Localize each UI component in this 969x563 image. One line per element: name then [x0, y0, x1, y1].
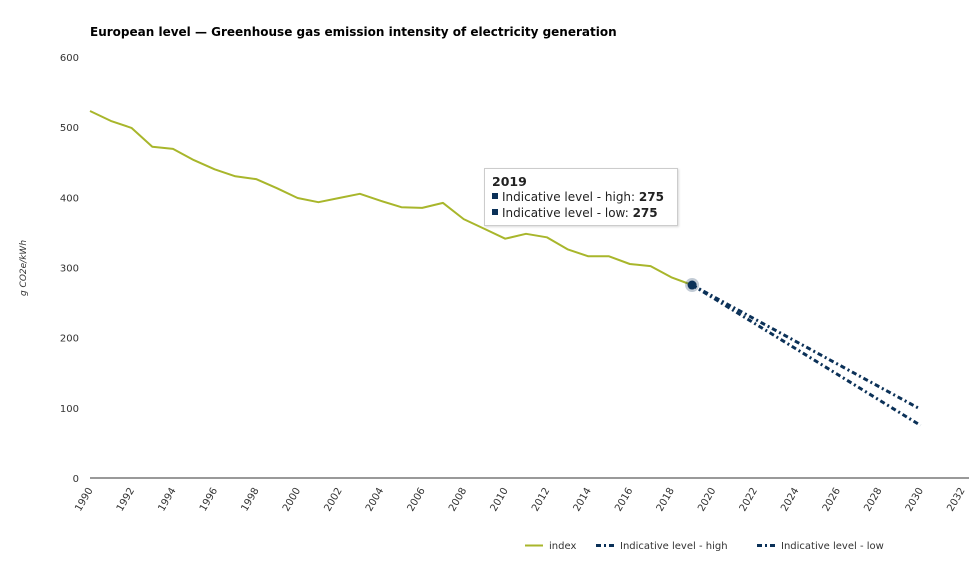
tooltip-label-high: Indicative level - high: — [502, 190, 639, 204]
y-tick-label: 200 — [60, 334, 79, 345]
x-tick-label: 2020 — [696, 486, 718, 514]
x-tick-label: 1998 — [239, 486, 261, 514]
x-tick-label: 2004 — [364, 486, 386, 514]
tooltip-value-low: 275 — [632, 206, 658, 220]
x-tick-label: 2028 — [862, 486, 884, 514]
y-tick-label: 100 — [60, 404, 79, 415]
x-tick-label: 2002 — [322, 486, 344, 514]
x-tick-label: 2022 — [738, 486, 760, 514]
x-tick-label: 2016 — [613, 486, 635, 514]
chart-title: European level — Greenhouse gas emission… — [90, 25, 617, 39]
y-axis-label: g CO2e/kWh — [19, 240, 29, 296]
x-tick-label: 2008 — [447, 486, 469, 514]
x-tick-label: 1992 — [115, 486, 137, 514]
legend-label-2[interactable]: Indicative level - low — [781, 541, 884, 552]
tooltip: 2019 Indicative level - high: 275 Indica… — [484, 168, 678, 226]
tooltip-row-high: Indicative level - high: 275 — [492, 189, 670, 205]
y-axis-ticks: 0 100 200 300 400 500 600 — [60, 53, 79, 485]
highlight-point[interactable] — [687, 280, 697, 290]
series-line-indicative-level-low[interactable] — [691, 283, 922, 427]
y-tick-label: 0 — [73, 474, 79, 485]
x-axis-ticks: 1990 1992 1994 1996 1998 2000 2002 2004 2006 2008… — [73, 486, 967, 514]
y-tick-label: 500 — [60, 123, 79, 134]
legend-label-0[interactable]: index — [549, 541, 576, 552]
y-tick-label: 400 — [60, 193, 79, 204]
y-tick-label: 300 — [60, 264, 79, 275]
tooltip-value-high: 275 — [638, 190, 664, 204]
x-tick-label: 1994 — [156, 486, 178, 514]
legend: index Indicative level - high Indicative l… — [525, 541, 884, 552]
x-tick-label: 2026 — [821, 486, 843, 514]
x-tick-label: 2000 — [281, 486, 303, 514]
x-tick-label: 2012 — [530, 486, 552, 514]
x-tick-label: 1996 — [198, 486, 220, 514]
y-tick-label: 600 — [60, 53, 79, 64]
tooltip-label-low: Indicative level - low: — [502, 206, 633, 220]
x-tick-label: 2014 — [572, 486, 594, 514]
x-tick-label: 2024 — [779, 486, 801, 514]
x-tick-label: 2030 — [904, 486, 926, 514]
tooltip-row-low: Indicative level - low: 275 — [492, 205, 670, 221]
x-tick-label: 2032 — [945, 486, 967, 514]
tooltip-swatch-low — [492, 209, 498, 215]
x-tick-label: 2018 — [655, 486, 677, 514]
series-line-indicative-level-high[interactable] — [691, 283, 922, 411]
series-line-index[interactable] — [89, 110, 693, 286]
tooltip-header: 2019 — [492, 174, 527, 189]
tooltip-swatch-high — [492, 193, 498, 199]
series-group — [89, 110, 922, 427]
legend-label-1[interactable]: Indicative level - high — [620, 541, 728, 552]
x-tick-label: 2010 — [489, 486, 511, 514]
x-tick-label: 2006 — [406, 486, 428, 514]
x-tick-label: 1990 — [73, 486, 95, 514]
